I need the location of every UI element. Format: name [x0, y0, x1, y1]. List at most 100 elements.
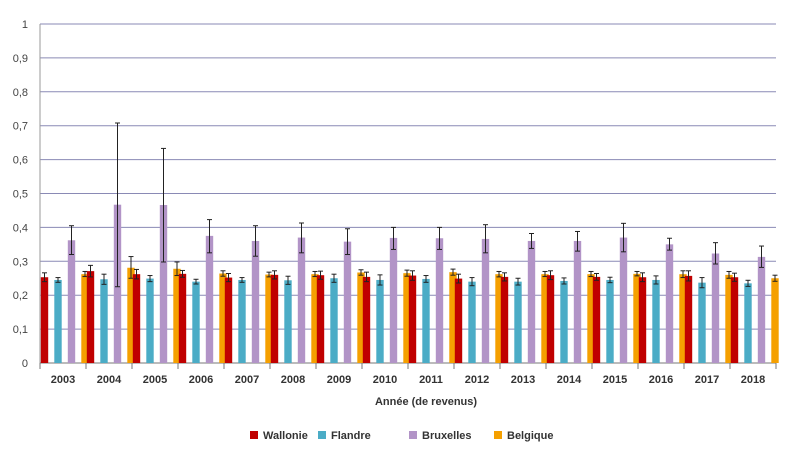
bar-belgique-2003 [81, 274, 89, 363]
bar-bruxelles-2009 [343, 241, 352, 363]
bar-belgique-2011 [449, 272, 457, 363]
bar-wallonie-2016 [638, 277, 647, 363]
bar-wallonie-2009 [316, 275, 325, 363]
y-tick-label: 0,1 [13, 324, 28, 336]
bar-flandre-2011 [422, 278, 430, 363]
bar-bruxelles-2012 [481, 238, 490, 363]
x-tick-label: 2009 [327, 374, 351, 386]
bar-flandre-2009 [330, 278, 338, 363]
bar-belgique-2004 [127, 267, 135, 363]
x-tick-label: 2010 [373, 374, 397, 386]
legend-label-belgique: Belgique [507, 430, 553, 442]
bar-flandre-2018 [744, 283, 752, 363]
bar-flandre-2010 [376, 279, 384, 363]
bar-belgique-2006 [219, 273, 227, 363]
legend-swatch-wallonie [250, 431, 258, 439]
bar-wallonie-2007 [224, 277, 233, 363]
bar-bruxelles-2003 [67, 240, 76, 363]
bar-bruxelles-2013 [527, 240, 536, 363]
x-tick-label: 2015 [603, 374, 627, 386]
bar-wallonie-2010 [362, 276, 371, 363]
bar-bruxelles-2011 [435, 238, 444, 363]
y-tick-label: 0,8 [13, 87, 28, 99]
bar-flandre-2007 [238, 279, 246, 363]
x-tick-label: 2011 [419, 374, 443, 386]
bar-flandre-2016 [652, 279, 660, 363]
bar-belgique-2009 [357, 272, 365, 363]
bar-wallonie-2018 [730, 277, 739, 363]
bar-flandre-2003 [54, 279, 62, 363]
bar-wallonie-2005 [132, 274, 141, 363]
legend-label-bruxelles: Bruxelles [422, 430, 472, 442]
bar-belgique-2015 [633, 273, 641, 363]
y-tick-label: 0,4 [13, 222, 28, 234]
bar-wallonie-2006 [178, 273, 187, 363]
bar-belgique-2018 [771, 278, 779, 363]
bar-belgique-2014 [587, 274, 595, 363]
bar-belgique-2010 [403, 273, 411, 363]
bar-flandre-2015 [606, 279, 614, 363]
bar-bruxelles-2005 [159, 205, 168, 363]
bar-belgique-2017 [725, 274, 733, 363]
y-tick-label: 0,7 [13, 121, 28, 133]
x-tick-label: 2005 [143, 374, 167, 386]
y-tick-label: 0,5 [13, 189, 28, 201]
bar-bruxelles-2006 [205, 235, 214, 363]
bar-flandre-2017 [698, 282, 706, 363]
x-tick-label: 2012 [465, 374, 489, 386]
x-tick-label: 2018 [741, 374, 765, 386]
x-axis-title: Année (de revenus) [375, 396, 477, 408]
bar-wallonie-2003 [40, 277, 49, 363]
y-tick-label: 1 [22, 19, 28, 31]
legend-swatch-belgique [494, 431, 502, 439]
bar-bruxelles-2017 [711, 253, 720, 363]
x-tick-label: 2008 [281, 374, 305, 386]
bar-wallonie-2004 [86, 271, 95, 363]
bar-belgique-2013 [541, 274, 549, 363]
legend-label-wallonie: Wallonie [263, 430, 308, 442]
bar-belgique-2005 [173, 268, 181, 363]
bar-bruxelles-2016 [665, 244, 674, 363]
legend-label-flandre: Flandre [331, 430, 371, 442]
y-tick-label: 0 [22, 358, 28, 370]
legend-swatch-flandre [318, 431, 326, 439]
bar-flandre-2006 [192, 281, 200, 363]
bar-wallonie-2015 [592, 276, 601, 363]
bar-bruxelles-2008 [297, 237, 306, 363]
bar-belgique-2012 [495, 274, 503, 363]
bar-flandre-2013 [514, 281, 522, 363]
bar-belgique-2008 [311, 274, 319, 363]
bar-belgique-2007 [265, 274, 273, 363]
bar-flandre-2008 [284, 280, 292, 363]
bar-belgique-2016 [679, 274, 687, 363]
bar-wallonie-2017 [684, 275, 693, 363]
y-tick-label: 0,3 [13, 256, 28, 268]
y-tick-label: 0,6 [13, 155, 28, 167]
bar-bruxelles-2010 [389, 237, 398, 363]
bar-bruxelles-2007 [251, 240, 260, 363]
legend-swatch-bruxelles [409, 431, 417, 439]
x-tick-label: 2004 [97, 374, 122, 386]
bar-wallonie-2013 [500, 276, 509, 363]
x-tick-label: 2007 [235, 374, 259, 386]
bar-wallonie-2012 [454, 278, 463, 363]
x-tick-label: 2014 [557, 374, 582, 386]
bar-flandre-2004 [100, 279, 108, 363]
bar-wallonie-2014 [546, 275, 555, 363]
bar-flandre-2012 [468, 281, 476, 363]
y-tick-label: 0,2 [13, 290, 28, 302]
y-tick-label: 0,9 [13, 53, 28, 65]
x-tick-label: 2006 [189, 374, 213, 386]
bar-flandre-2005 [146, 278, 154, 363]
bar-bruxelles-2015 [619, 237, 628, 363]
bar-wallonie-2008 [270, 274, 279, 363]
x-tick-label: 2003 [51, 374, 75, 386]
bar-bruxelles-2018 [757, 256, 766, 363]
x-tick-label: 2013 [511, 374, 535, 386]
x-tick-label: 2017 [695, 374, 719, 386]
x-tick-label: 2016 [649, 374, 673, 386]
bar-wallonie-2011 [408, 275, 417, 363]
bar-bruxelles-2014 [573, 240, 582, 363]
